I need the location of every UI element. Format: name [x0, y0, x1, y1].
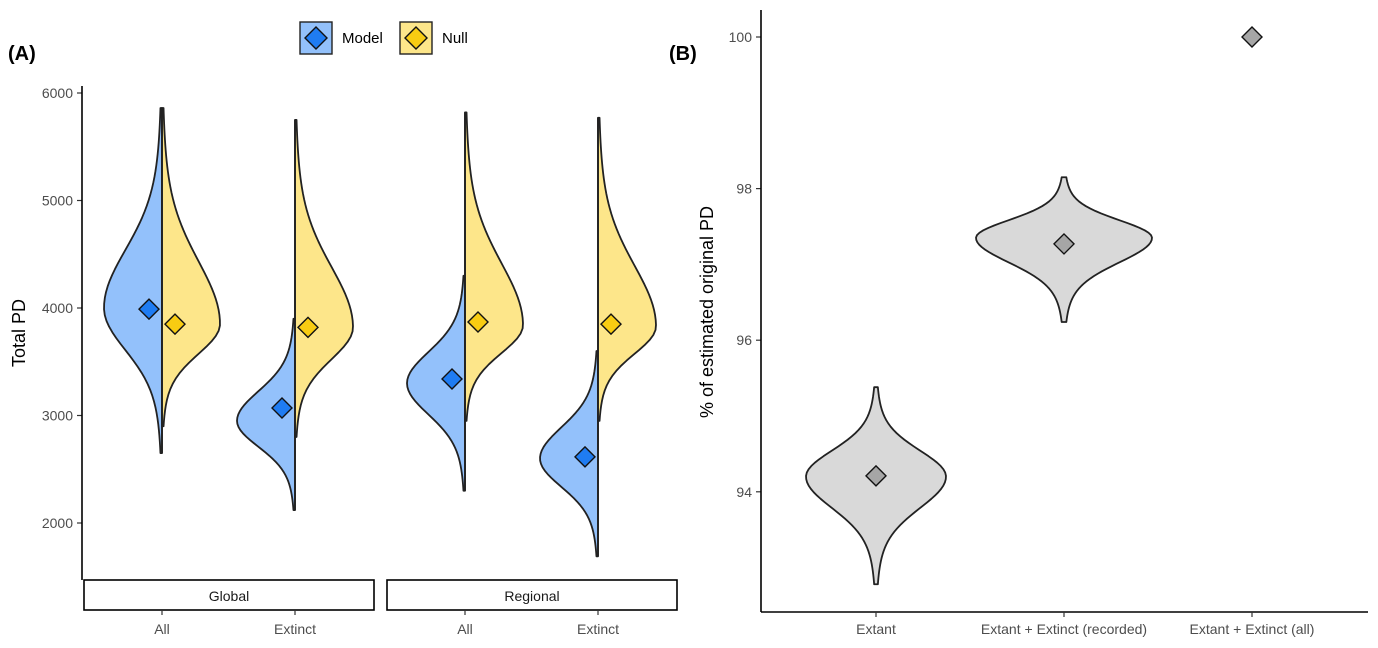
- violin-half-null: [161, 107, 221, 428]
- legend-item-null: Null: [399, 21, 468, 55]
- mean-point-null: [297, 316, 319, 339]
- legend: Model Null: [299, 21, 468, 55]
- y-tick-label-b: 100: [729, 29, 753, 45]
- y-tick-label-b: 96: [736, 332, 752, 348]
- violin-half-model: [103, 107, 163, 455]
- x-tick-label-a: All: [154, 621, 170, 637]
- y-tick-label-a: 6000: [42, 85, 73, 101]
- panel-a: Total PD 2000 3000 4000 5000 6000 Global Reg…: [9, 85, 678, 637]
- y-tick-label-a: 5000: [42, 193, 73, 209]
- mean-point-null: [467, 310, 489, 333]
- mean-point-model: [271, 396, 293, 419]
- violin-half-null: [597, 116, 657, 422]
- mean-point-model: [574, 445, 596, 468]
- mean-point-model: [138, 298, 160, 321]
- legend-diamond-icon: [304, 26, 328, 50]
- mean-point: [865, 464, 887, 487]
- panel-b: % of estimated original PD 94 96 98 100 Ext…: [697, 10, 1368, 637]
- violin-half-null: [294, 118, 354, 438]
- mean-point: [1241, 26, 1263, 48]
- violins-b: [805, 26, 1263, 586]
- y-axis-title-b: % of estimated original PD: [697, 206, 717, 418]
- mean-point: [1053, 232, 1075, 255]
- y-tick-label-a: 4000: [42, 300, 73, 316]
- violin-half-model: [236, 317, 296, 511]
- mean-point-null: [164, 313, 186, 336]
- mean-point-null: [600, 313, 622, 336]
- mean-point-model: [441, 367, 463, 390]
- legend-diamond-icon: [404, 26, 428, 50]
- legend-item-model: Model: [299, 21, 383, 55]
- legend-label-model: Model: [342, 30, 383, 47]
- legend-label-null: Null: [442, 30, 468, 47]
- y-axis-a: 2000 3000 4000 5000 6000: [42, 85, 82, 531]
- x-axis-b: Extant Extant + Extinct (recorded) Extant …: [856, 612, 1314, 637]
- y-tick-label-b: 98: [736, 181, 752, 197]
- x-tick-label-a: All: [457, 621, 473, 637]
- y-tick-label-b: 94: [736, 484, 752, 500]
- x-tick-label-a: Extinct: [577, 621, 619, 637]
- violin-half-model: [406, 274, 466, 492]
- facet-label-regional: Regional: [504, 588, 559, 604]
- x-tick-label-b: Extant: [856, 621, 896, 637]
- y-tick-label-a: 3000: [42, 408, 73, 424]
- y-axis-b: 94 96 98 100: [729, 29, 761, 500]
- x-axis-a: All Extinct All Extinct: [154, 610, 619, 637]
- x-tick-label-a: Extinct: [274, 621, 316, 637]
- facet-strip-regional: [386, 579, 678, 611]
- x-tick-label-b: Extant + Extinct (recorded): [981, 621, 1147, 637]
- y-tick-label-a: 2000: [42, 515, 73, 531]
- panel-a-label: (A): [8, 43, 36, 65]
- panel-b-label: (B): [669, 43, 697, 65]
- violin-half-null: [464, 111, 524, 422]
- violins-a: [103, 107, 657, 558]
- facet-strips: Global Regional: [83, 579, 678, 611]
- x-tick-label-b: Extant + Extinct (all): [1190, 621, 1315, 637]
- y-axis-title-a: Total PD: [9, 299, 29, 367]
- facet-label-global: Global: [209, 588, 249, 604]
- violin-half-model: [539, 350, 599, 558]
- facet-strip-global: [83, 579, 375, 611]
